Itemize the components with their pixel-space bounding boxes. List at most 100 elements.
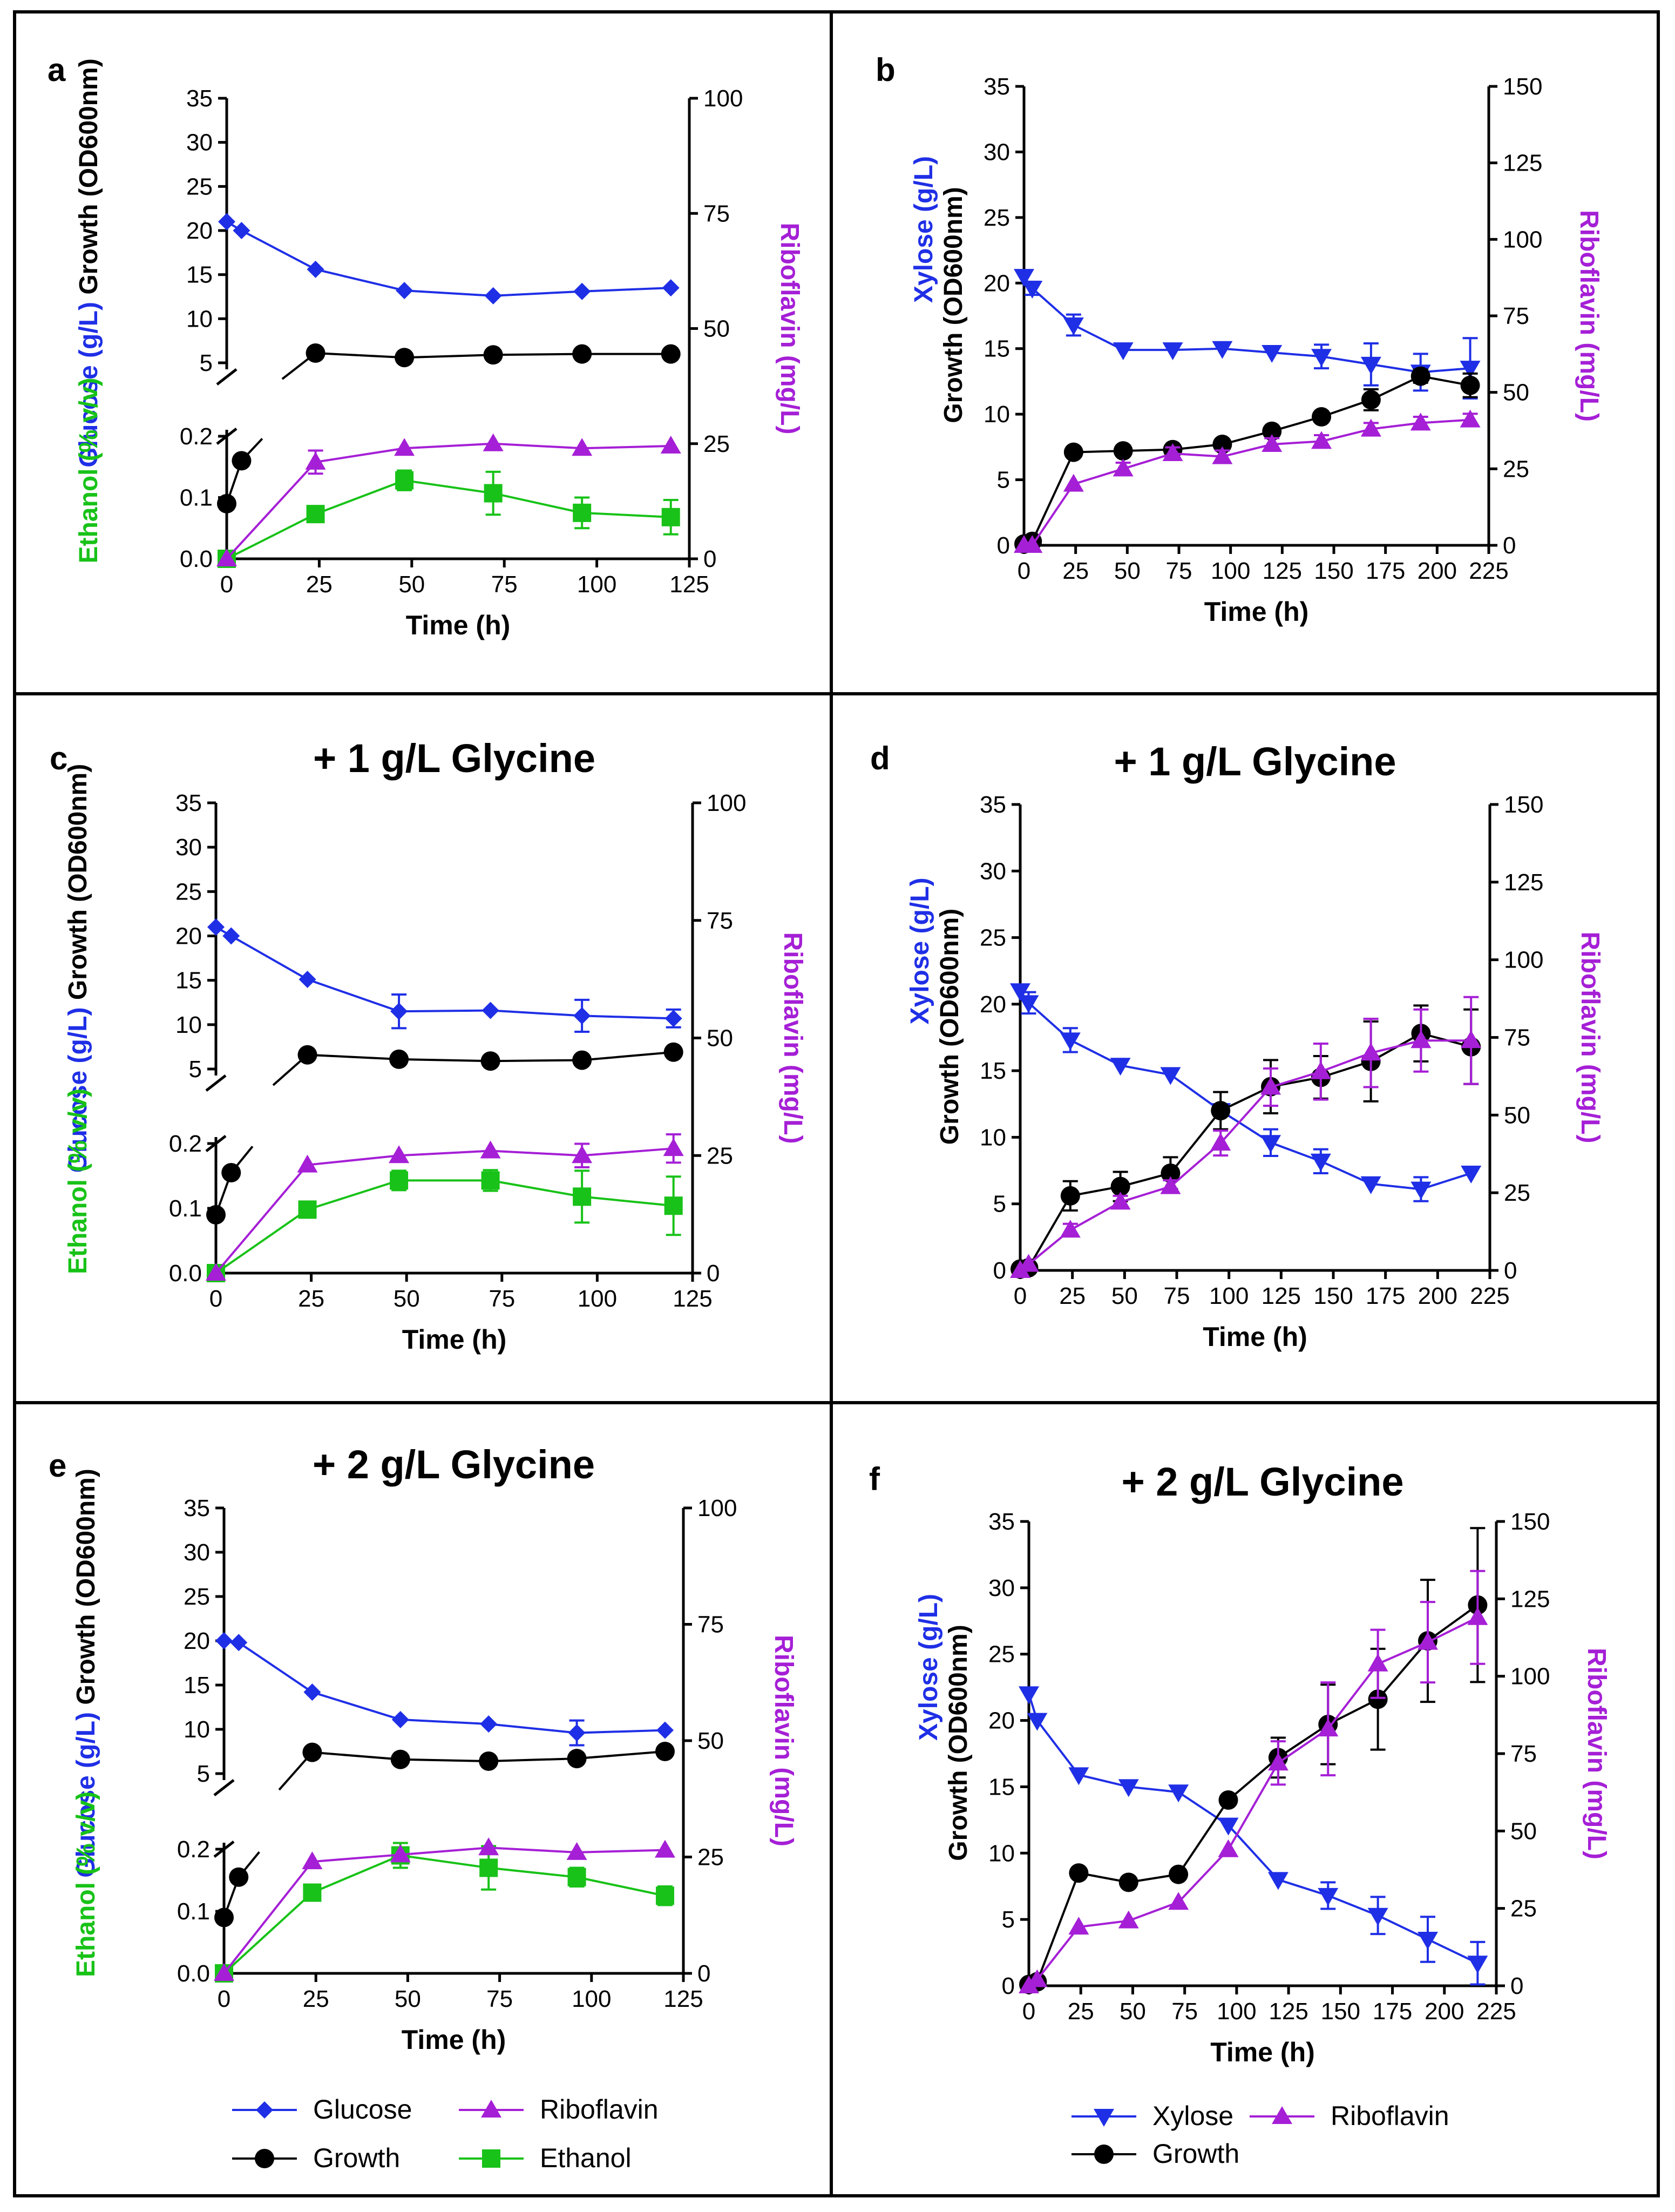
legend-right-riboflavin-label: Riboflavin: [1331, 2101, 1449, 2131]
riboflavin-point: [1018, 1254, 1039, 1272]
xylose-point: [1260, 1135, 1281, 1153]
x-tick-label: 175: [1373, 1998, 1412, 2025]
riboflavin-line: [215, 1147, 674, 1274]
figure-frame: [13, 10, 1660, 2197]
glucose-point: [390, 1003, 408, 1020]
y-axis-label-right: Riboflavin (mg/L): [1576, 932, 1604, 1144]
y-tick-label-bottom: 0.0: [177, 1960, 210, 1987]
y-tick-label-top: 35: [186, 85, 213, 112]
glucose-point: [218, 213, 235, 231]
legend-left-ethanol-label: Ethanol: [540, 2143, 632, 2173]
x-tick-label: 75: [491, 571, 518, 598]
panel-f: f + 2 g/L Glycine 0 5 10 15 20 25 30 35 0 25 50 75 100…: [869, 1459, 1611, 2067]
ethanol-line: [226, 479, 671, 560]
y-tick-label-right: 50: [1510, 1818, 1537, 1844]
y-tick-label-right: 75: [697, 1612, 724, 1638]
riboflavin-point: [478, 1837, 499, 1856]
xylose-line: [1028, 1693, 1479, 1965]
y-tick-label-right: 0: [707, 1260, 720, 1287]
glucose-point: [573, 1007, 591, 1025]
y-tick-label-bottom: 0.1: [169, 1195, 202, 1222]
glucose-point: [215, 1632, 233, 1649]
y-tick-label-top: 10: [184, 1716, 210, 1743]
riboflavin-point: [1367, 1653, 1388, 1672]
riboflavin-point: [572, 438, 593, 456]
growth-point: [1312, 407, 1332, 427]
x-tick-label: 75: [1164, 1283, 1190, 1309]
growth-point: [1218, 1790, 1238, 1810]
x-tick-label: 175: [1366, 1283, 1405, 1309]
y-tick-label-top: 20: [184, 1628, 210, 1654]
y-tick-label-right: 150: [1510, 1509, 1550, 1535]
growth-point: [1063, 442, 1083, 462]
growth-line-segment: [581, 1051, 674, 1061]
growth-point: [1118, 1872, 1138, 1892]
xylose-point: [1262, 345, 1283, 363]
x-tick-label: 175: [1366, 558, 1405, 584]
y-axis-label-right: Riboflavin (mg/L): [769, 1635, 798, 1846]
growth-point: [1212, 435, 1232, 454]
y-tick-label-top: 20: [175, 923, 202, 950]
growth-point: [1262, 421, 1282, 441]
x-tick-label: 225: [1476, 1998, 1516, 2025]
legend-left-glucose-label: Glucose: [313, 2094, 412, 2125]
legend-right-riboflavin: Riboflavin: [1250, 2101, 1449, 2131]
y-tick-label-right: 100: [697, 1495, 737, 1521]
xylose-point: [1010, 983, 1030, 1002]
growth-point: [483, 345, 503, 365]
growth-point: [297, 1045, 317, 1065]
growth-point: [1460, 375, 1480, 395]
x-tick-label: 0: [209, 1286, 222, 1312]
growth-line-segment: [577, 1750, 666, 1760]
ethanol-line: [215, 1179, 674, 1274]
y-tick-label-right: 150: [1504, 792, 1543, 818]
y-axis-label-ethanol: Ethanol (% v/v): [72, 1791, 100, 1977]
ethanol-point: [484, 484, 503, 503]
growth-point: [1161, 1164, 1181, 1183]
y-tick-label-right: 100: [703, 85, 743, 112]
x-tick-label: 75: [1166, 558, 1192, 584]
y-tick-label-right: 50: [703, 316, 730, 342]
glucose-axis-label: Glucose (g/L): [72, 1705, 100, 1878]
growth-point: [1113, 441, 1133, 461]
riboflavin-point: [1467, 1607, 1488, 1625]
riboflavin-point: [216, 549, 237, 566]
xylose-point: [1461, 1166, 1482, 1184]
x-tick-label: 75: [486, 1986, 513, 2012]
x-tick-label: 200: [1418, 1283, 1457, 1309]
y-tick-label-right: 150: [1503, 73, 1542, 100]
legend-left-ethanol: Ethanol: [459, 2143, 632, 2173]
y-tick-label-bottom: 0.1: [177, 1898, 210, 1925]
x-tick-label: 25: [1062, 558, 1089, 584]
riboflavin-point: [1461, 1030, 1482, 1048]
x-tick-label: 125: [663, 1986, 703, 2012]
xylose-point: [1467, 1956, 1488, 1974]
y-tick-label-left: 15: [988, 1774, 1015, 1800]
glucose-point: [230, 1634, 248, 1652]
y-tick-label-top: 30: [184, 1539, 210, 1566]
riboflavin-point: [1118, 1910, 1139, 1929]
x-axis-label: Time (h): [402, 2025, 506, 2055]
xylose-point: [1360, 356, 1381, 375]
growth-point: [214, 1907, 234, 1927]
glucose-point: [299, 971, 316, 989]
xylose-point: [1318, 1888, 1339, 1906]
glucose-point: [662, 279, 680, 297]
riboflavin-point: [1218, 1839, 1239, 1857]
riboflavin-point: [483, 433, 504, 451]
y-tick-label-right: 75: [1510, 1741, 1537, 1767]
glucose-point: [233, 222, 250, 239]
xylose-point: [1063, 317, 1084, 335]
glucose-line: [215, 926, 674, 1020]
y-tick-label-bottom: 0.2: [169, 1131, 202, 1157]
growth-line-segment: [493, 353, 582, 356]
riboflavin-line: [223, 1846, 666, 1974]
x-tick-label: 150: [1314, 558, 1353, 584]
y-tick-label-right: 50: [1504, 1102, 1530, 1128]
ethanol-point: [303, 1883, 322, 1902]
growth-point: [217, 493, 236, 513]
growth-line-segment: [490, 1059, 582, 1063]
ethanol-point: [481, 1171, 500, 1190]
x-tick-label: 125: [1262, 1283, 1301, 1309]
y-tick-label-left: 10: [984, 401, 1010, 428]
